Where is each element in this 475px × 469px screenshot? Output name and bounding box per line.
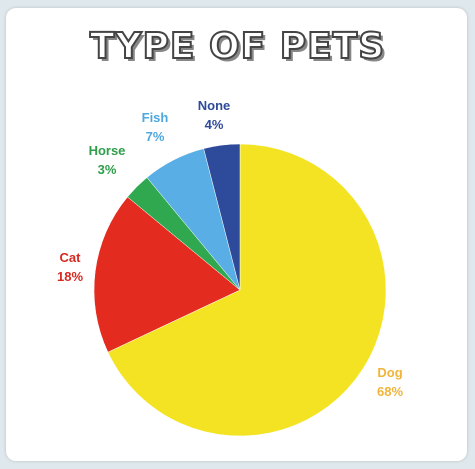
- slice-label-horse: Horse: [89, 143, 126, 158]
- pie-slice-cat: [93, 196, 241, 353]
- slice-value-cat: 18%: [57, 269, 83, 284]
- slice-value-dog: 68%: [377, 384, 403, 399]
- pie-slice-dog: [107, 143, 387, 437]
- slice-label-fish: Fish: [142, 110, 169, 125]
- slice-value-fish: 7%: [146, 129, 165, 144]
- slice-label-cat: Cat: [60, 250, 82, 265]
- slice-value-none: 4%: [205, 117, 224, 132]
- slice-label-dog: Dog: [377, 365, 402, 380]
- pie-slices: [93, 143, 387, 437]
- slice-label-none: None: [198, 98, 231, 113]
- chart-title: TYPE OF PETS: [89, 25, 386, 68]
- pie-slice-none: [203, 143, 241, 291]
- pie-labels: Dog 68% Cat 18% Horse 3% Fish 7% None 4%: [57, 98, 403, 399]
- slice-value-horse: 3%: [98, 162, 117, 177]
